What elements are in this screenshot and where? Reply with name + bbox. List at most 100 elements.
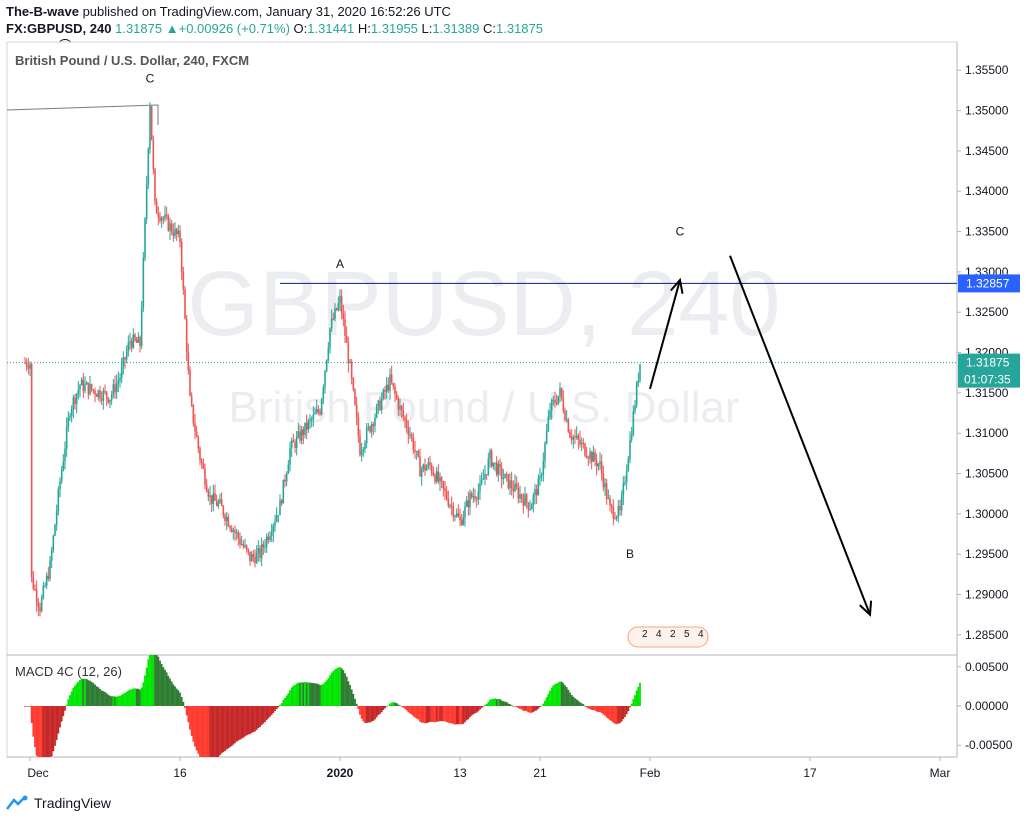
candle-body: [115, 383, 118, 393]
macd-bar: [444, 706, 446, 722]
macd-bar: [217, 706, 220, 757]
macd-bar: [397, 704, 400, 706]
candle-body: [25, 362, 28, 367]
macd-bar: [32, 706, 35, 737]
macd-bar: [265, 706, 268, 720]
candle-body: [414, 450, 416, 452]
tradingview-footer[interactable]: TradingView: [6, 795, 111, 811]
macd-bar: [492, 698, 495, 706]
candle-body: [107, 397, 110, 403]
macd-bar: [542, 703, 545, 706]
macd-bar: [232, 706, 235, 745]
candle-body: [552, 399, 555, 401]
candle-body: [110, 394, 113, 400]
candle-body: [244, 545, 246, 547]
candle-body: [330, 318, 333, 329]
candle-body: [64, 448, 66, 462]
macd-bar: [74, 685, 76, 706]
candle-body: [557, 395, 560, 404]
price-tick-label: 1.30500: [965, 467, 1009, 481]
candle-body: [429, 462, 431, 465]
candle-body: [120, 366, 123, 378]
macd-bar: [590, 706, 593, 711]
candle-body: [310, 419, 313, 421]
macd-bar: [102, 691, 105, 706]
candle-body: [184, 289, 186, 319]
macd-bar: [617, 706, 620, 724]
candle-body: [212, 493, 215, 504]
candle-body: [430, 464, 433, 473]
macd-bar: [222, 706, 225, 753]
macd-bar: [107, 694, 110, 706]
candle-body: [102, 390, 105, 401]
macd-bar: [314, 683, 316, 706]
candle-body: [512, 488, 515, 492]
candle-body: [254, 556, 256, 564]
publisher-name[interactable]: The-B-wave: [6, 4, 79, 19]
macd-bar: [562, 683, 565, 706]
macd-bar: [484, 705, 486, 706]
candle-body: [170, 223, 173, 233]
candle-body: [444, 488, 446, 492]
candle-body: [49, 560, 51, 580]
candle-body: [595, 460, 598, 467]
macd-bar: [200, 706, 203, 757]
macd-bar: [480, 706, 483, 708]
price-tick-label: 1.31000: [965, 426, 1009, 440]
candle-body: [187, 352, 190, 371]
macd-bar: [180, 696, 183, 706]
macd-bar: [174, 686, 176, 706]
candle-body: [399, 405, 401, 410]
macd-bar: [519, 706, 521, 709]
macd-bar: [462, 706, 465, 724]
macd-bar: [544, 700, 546, 706]
candle-body: [99, 390, 101, 399]
candle-body: [564, 410, 566, 421]
candle-body: [82, 379, 85, 392]
macd-bar: [532, 706, 535, 713]
candle-body: [192, 404, 195, 424]
macd-bar: [319, 684, 321, 706]
candle-body: [390, 374, 393, 383]
macd-bar: [494, 698, 496, 706]
candle-body: [224, 515, 226, 521]
close-value: 1.31875: [496, 21, 543, 36]
candle-body: [540, 474, 543, 477]
macd-bar: [350, 689, 353, 706]
macd-bar: [354, 698, 356, 706]
macd-bar: [277, 706, 280, 708]
macd-bar: [547, 693, 550, 706]
macd-bar: [482, 706, 485, 707]
macd-bar: [149, 655, 151, 706]
candle-body: [337, 302, 340, 310]
price-tick-label: 1.34000: [965, 184, 1009, 198]
macd-bar: [115, 696, 118, 706]
candle-body: [159, 217, 161, 221]
candle-body: [127, 342, 130, 352]
candle-body: [565, 419, 568, 421]
macd-bar: [300, 682, 303, 706]
candle-body: [29, 363, 31, 369]
macd-bar: [280, 703, 283, 706]
macd-bar: [349, 684, 351, 706]
candle-body: [77, 389, 80, 394]
candle-body: [590, 452, 593, 462]
candle-body: [230, 528, 233, 532]
candle-body: [467, 500, 470, 508]
candle-body: [149, 106, 151, 149]
candle-body: [537, 478, 540, 496]
candle-body: [507, 474, 510, 489]
candle-body: [85, 382, 88, 385]
candle-body: [600, 461, 603, 474]
candle-body: [585, 455, 588, 458]
macd-bar: [375, 706, 378, 718]
macd-bar: [332, 670, 335, 706]
macd-bar: [390, 702, 393, 706]
candle-body: [232, 530, 235, 532]
macd-bar: [340, 668, 343, 706]
macd-bar: [177, 690, 180, 706]
macd-bar: [159, 660, 161, 706]
macd-bar: [424, 706, 426, 724]
macd-bar: [637, 686, 640, 706]
